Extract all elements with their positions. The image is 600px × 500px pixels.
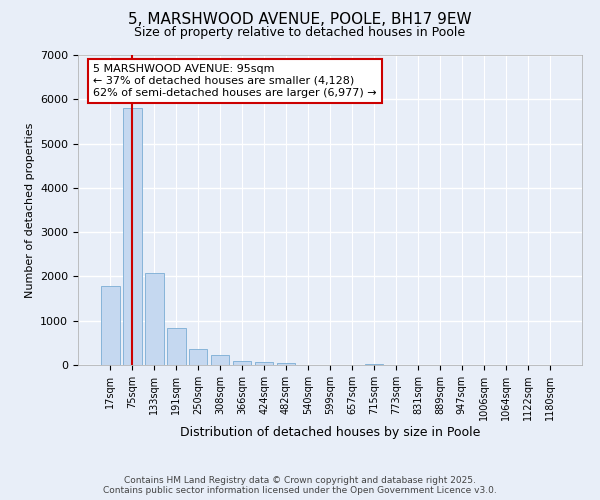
Bar — [145, 274, 164, 365]
Y-axis label: Number of detached properties: Number of detached properties — [25, 122, 35, 298]
Bar — [233, 360, 251, 365]
Bar — [101, 286, 119, 365]
Bar — [167, 328, 185, 365]
Text: 5 MARSHWOOD AVENUE: 95sqm
← 37% of detached houses are smaller (4,128)
62% of se: 5 MARSHWOOD AVENUE: 95sqm ← 37% of detac… — [93, 64, 377, 98]
X-axis label: Distribution of detached houses by size in Poole: Distribution of detached houses by size … — [180, 426, 480, 439]
Bar — [255, 362, 274, 365]
Text: 5, MARSHWOOD AVENUE, POOLE, BH17 9EW: 5, MARSHWOOD AVENUE, POOLE, BH17 9EW — [128, 12, 472, 28]
Bar — [189, 349, 208, 365]
Text: Contains HM Land Registry data © Crown copyright and database right 2025.
Contai: Contains HM Land Registry data © Crown c… — [103, 476, 497, 495]
Bar — [277, 362, 295, 365]
Bar — [123, 108, 142, 365]
Text: Size of property relative to detached houses in Poole: Size of property relative to detached ho… — [134, 26, 466, 39]
Bar — [365, 364, 383, 365]
Bar — [211, 355, 229, 365]
